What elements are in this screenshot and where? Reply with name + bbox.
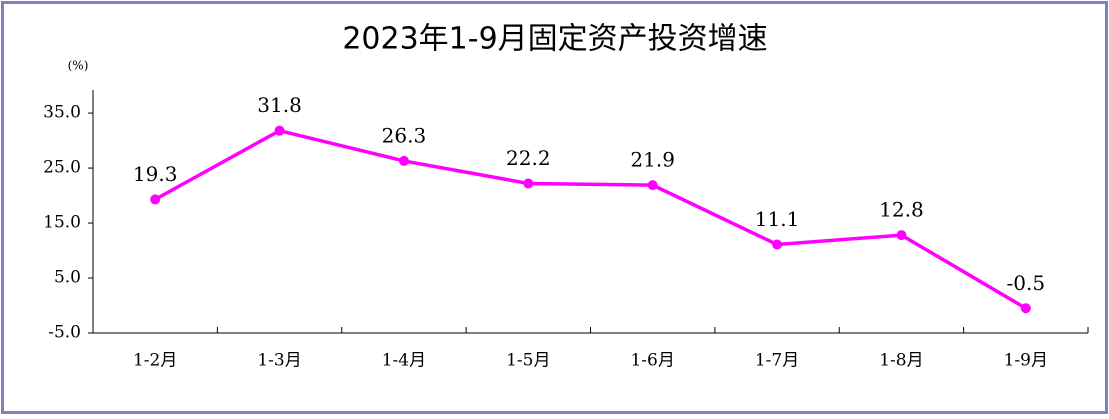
y-tick-label: 35.0 (43, 103, 81, 123)
point (647, 180, 658, 191)
chart-title: 2023年1-9月固定资产投资增速 (342, 22, 767, 57)
y-unit: (%) (68, 59, 89, 73)
data-label: 12.8 (879, 198, 924, 222)
line (154, 128, 1027, 310)
y-tick-label: 25.0 (43, 158, 81, 178)
x-tick-label: 1-8月 (879, 351, 923, 371)
point (274, 125, 285, 136)
data-label: 19.3 (133, 162, 178, 186)
x-tick-label: 1-3月 (257, 351, 301, 371)
data-label: 31.8 (257, 93, 302, 117)
y-tick-label: -5.0 (48, 323, 81, 343)
data-label: 26.3 (382, 123, 427, 147)
data-label: 21.9 (630, 148, 675, 172)
x-tick-label: 1-4月 (382, 351, 426, 371)
point (772, 239, 783, 250)
data-label: 22.2 (506, 146, 551, 170)
point (523, 178, 534, 189)
y-tick-label: 15.0 (43, 213, 81, 233)
x-tick-label: 1-6月 (630, 351, 674, 371)
point (150, 194, 161, 205)
x-tick-label: 1-9月 (1004, 351, 1048, 371)
data-label: 11.1 (755, 207, 800, 231)
x-tick-label: 1-5月 (506, 351, 550, 371)
point (1020, 303, 1031, 314)
x-tick-label: 1-2月 (133, 351, 177, 371)
x-tick-label: 1-7月 (755, 351, 799, 371)
point (398, 155, 409, 166)
y-tick-label: 5.0 (54, 268, 81, 288)
data-label: -0.5 (1007, 271, 1046, 295)
point (896, 230, 907, 241)
